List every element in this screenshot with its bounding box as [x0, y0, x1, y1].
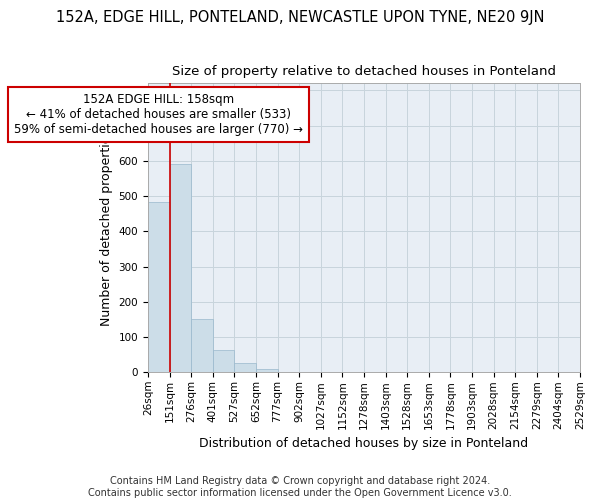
Title: Size of property relative to detached houses in Ponteland: Size of property relative to detached ho…: [172, 65, 556, 78]
Bar: [191, 320, 213, 372]
Bar: [256, 370, 278, 372]
Y-axis label: Number of detached properties: Number of detached properties: [100, 130, 113, 326]
Text: Contains HM Land Registry data © Crown copyright and database right 2024.
Contai: Contains HM Land Registry data © Crown c…: [88, 476, 512, 498]
X-axis label: Distribution of detached houses by size in Ponteland: Distribution of detached houses by size …: [199, 437, 529, 450]
Bar: [213, 350, 235, 372]
Bar: [235, 364, 256, 372]
Text: 152A EDGE HILL: 158sqm
← 41% of detached houses are smaller (533)
59% of semi-de: 152A EDGE HILL: 158sqm ← 41% of detached…: [14, 93, 303, 136]
Text: 152A, EDGE HILL, PONTELAND, NEWCASTLE UPON TYNE, NE20 9JN: 152A, EDGE HILL, PONTELAND, NEWCASTLE UP…: [56, 10, 544, 25]
Bar: [170, 164, 191, 372]
Bar: [148, 202, 170, 372]
